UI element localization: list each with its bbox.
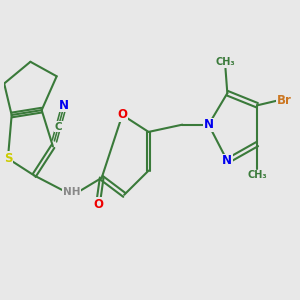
Text: NH: NH (63, 188, 80, 197)
Text: O: O (93, 198, 103, 211)
Text: N: N (222, 154, 232, 167)
Text: N: N (59, 99, 69, 112)
Text: Br: Br (277, 94, 292, 107)
Text: O: O (117, 109, 127, 122)
Text: CH₃: CH₃ (248, 170, 267, 180)
Text: C: C (55, 122, 62, 132)
Text: CH₃: CH₃ (216, 57, 235, 67)
Text: N: N (204, 118, 214, 131)
Text: S: S (4, 152, 12, 165)
